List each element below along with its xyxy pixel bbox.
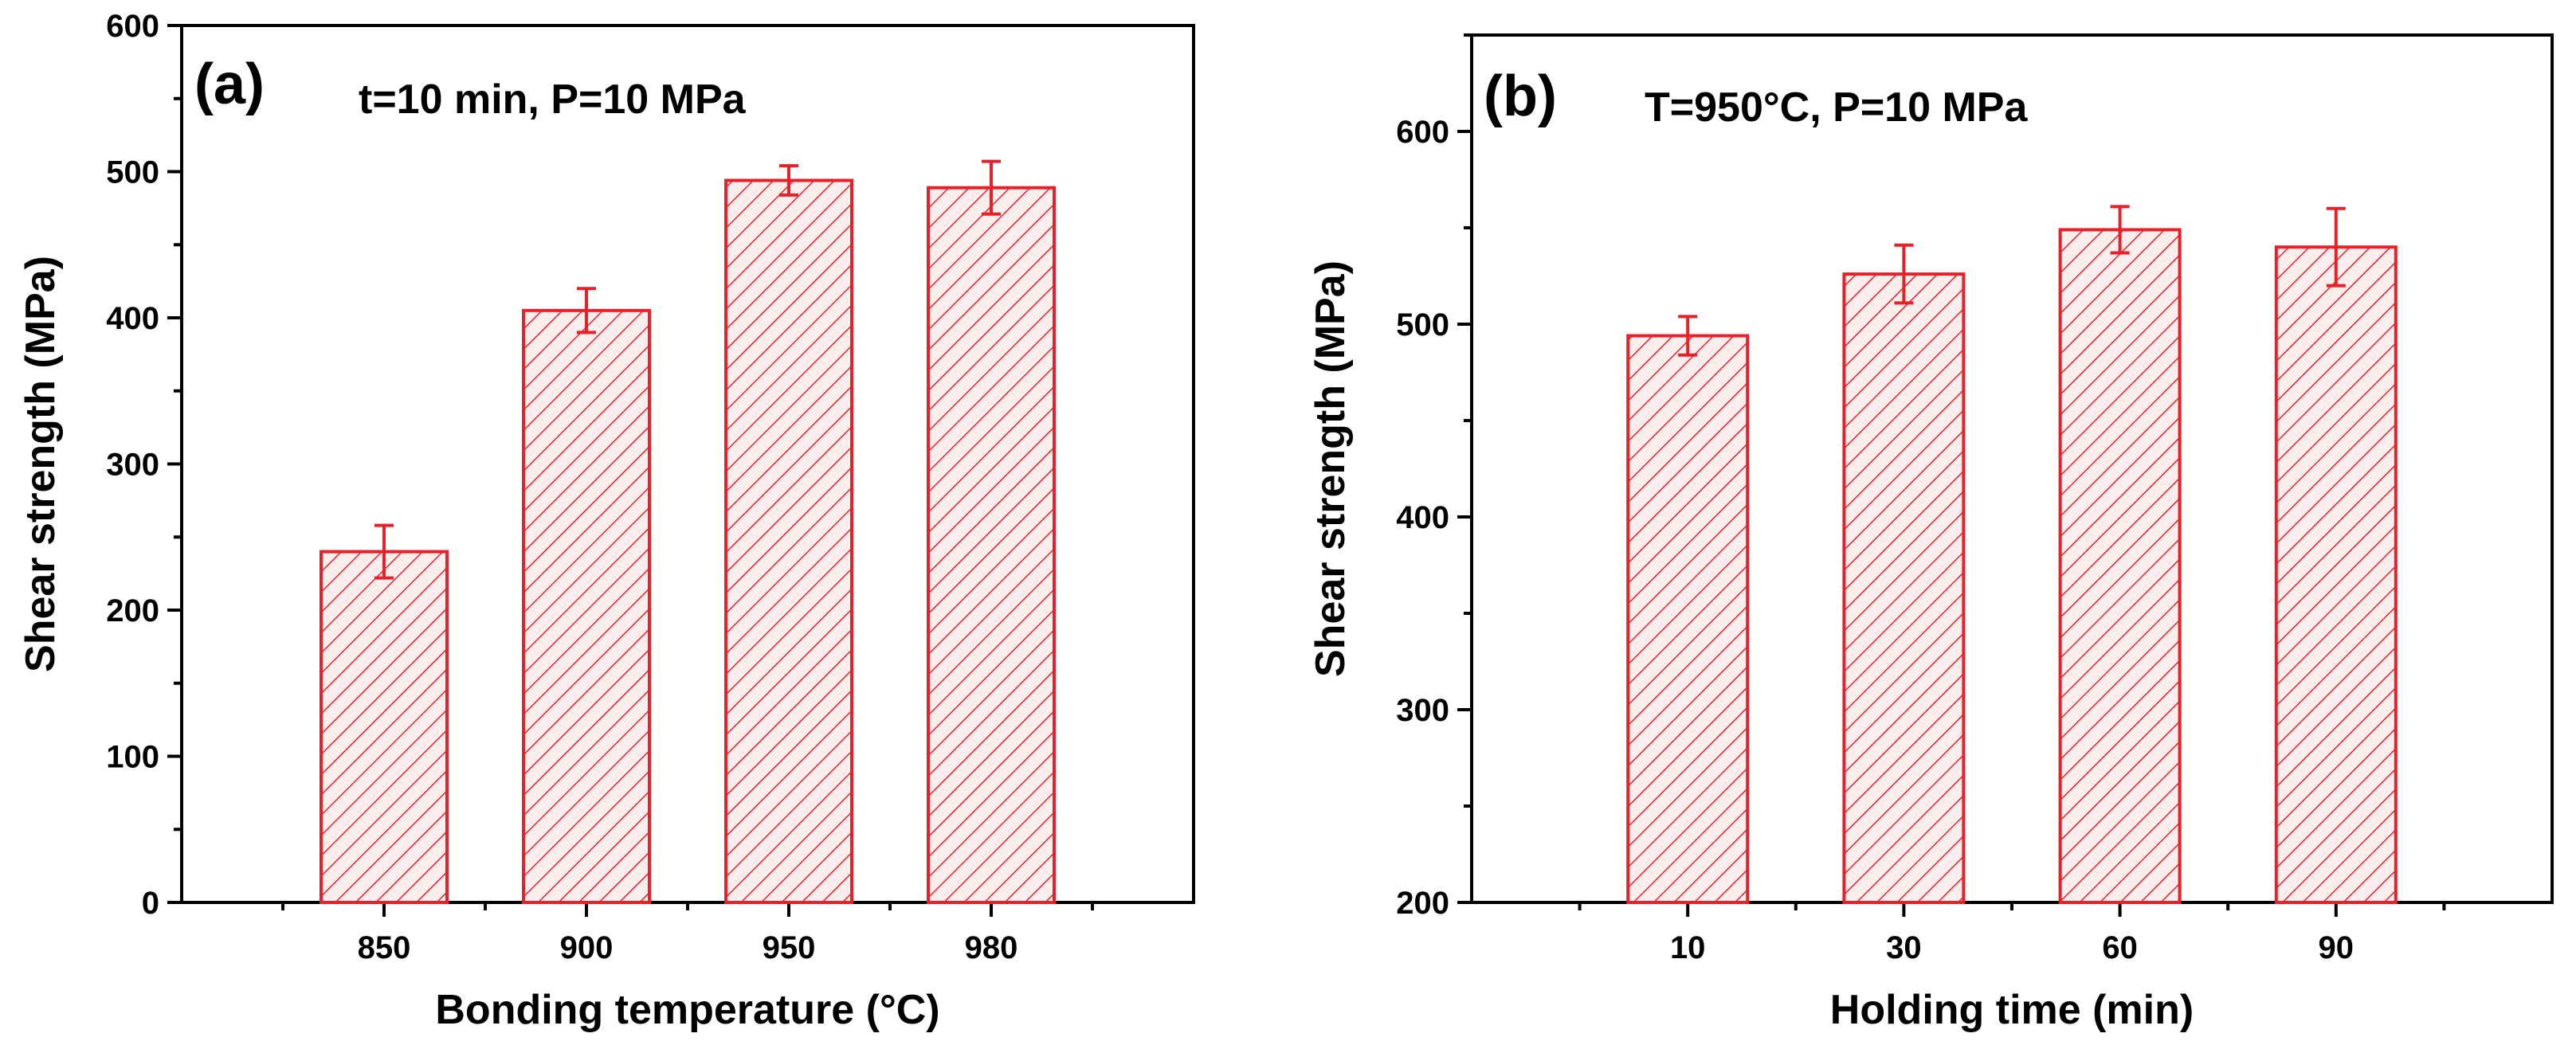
x-tick-label: 30 [1886,930,1922,965]
bar [1842,272,1966,904]
y-axis-ticks: 200 300 400 500 600 [1396,33,1472,921]
panel-label: (a) [194,53,265,116]
x-axis-ticks: 850 900 950 980 [281,902,1094,965]
panel-label: (b) [1484,65,1557,128]
x-axis-ticks: 10 30 60 90 [1578,902,2446,965]
x-tick-label: 850 [358,930,411,965]
bar-series [1626,205,2398,905]
y-tick-label: 600 [106,9,159,44]
y-tick-label: 100 [106,740,159,775]
y-tick-label: 200 [1396,886,1449,921]
bar-series [320,159,1056,904]
x-tick-label: 950 [763,930,816,965]
chart-panel-b: 200 300 400 500 600 10 30 60 90 (b) T=950°C, P=… [1308,33,2554,1033]
y-tick-label: 300 [1396,693,1449,728]
bar [2058,228,2182,905]
y-tick-label: 0 [142,886,159,921]
y-axis-ticks: 0 100 200 300 400 500 600 [106,9,182,921]
x-axis-title: Bonding temperature (°C) [435,987,939,1033]
x-tick-label: 980 [965,930,1018,965]
bar [927,186,1056,904]
x-tick-label: 90 [2319,930,2354,965]
condition-annotation: T=950°C, P=10 MPa [1645,84,2028,131]
x-axis-title: Holding time (min) [1830,987,2194,1033]
bar [522,308,651,904]
x-tick-label: 10 [1670,930,1706,965]
y-tick-label: 300 [106,448,159,483]
condition-annotation: t=10 min, P=10 MPa [359,76,747,123]
y-tick-label: 400 [106,301,159,336]
y-tick-label: 600 [1396,115,1449,150]
bar [1626,334,1750,904]
y-axis-title: Shear strength (MPa) [18,256,64,672]
y-axis-title: Shear strength (MPa) [1308,260,1354,677]
bar [724,178,853,904]
bar [2274,245,2398,904]
y-tick-label: 500 [1396,307,1449,342]
x-tick-label: 900 [560,930,614,965]
chart-panel-a: 0 100 200 300 400 500 600 850 900 950 980 (a) t=1… [18,9,1195,1033]
bar [320,550,449,904]
y-tick-label: 500 [106,155,159,190]
y-tick-label: 200 [106,593,159,628]
x-tick-label: 60 [2102,930,2138,965]
y-tick-label: 400 [1396,500,1449,535]
